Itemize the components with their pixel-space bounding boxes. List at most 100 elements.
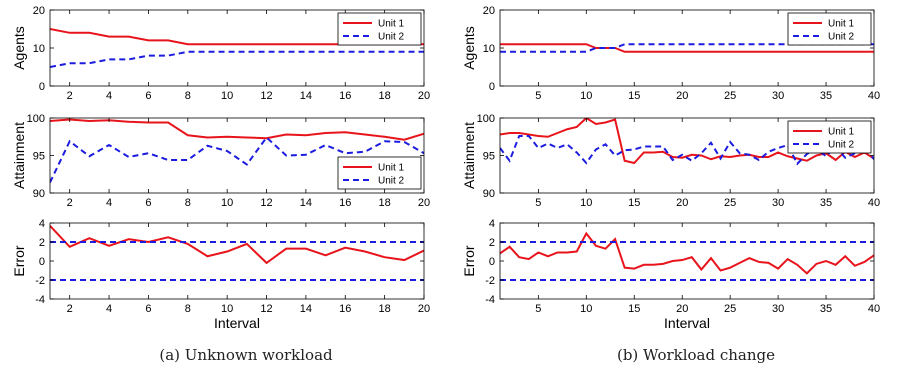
x-tick-label: 20 <box>418 90 430 102</box>
x-tick-label: 25 <box>724 303 736 315</box>
x-tick-label: 35 <box>820 90 832 102</box>
legend: Unit 1 Unit 2 <box>337 156 422 190</box>
series-error-line <box>50 225 424 265</box>
y-tick-label: 90 <box>483 188 495 200</box>
panel-right-agents: 5 10 15 20 25 30 35 40 0 10 20 Agents Unit 1 Unit 2 <box>461 5 880 102</box>
x-tick-label: 10 <box>221 303 233 315</box>
y-tick-label: 2 <box>39 237 45 249</box>
x-tick-label: 10 <box>221 197 233 209</box>
legend: Unit 1 Unit 2 <box>337 12 422 46</box>
y-axis-label: Error <box>461 245 477 276</box>
x-tick-label: 20 <box>676 90 688 102</box>
x-tick-label: 40 <box>868 197 880 209</box>
x-tick-label: 15 <box>628 197 640 209</box>
y-tick-label: 0 <box>39 81 45 93</box>
x-tick-label: 35 <box>820 197 832 209</box>
x-tick-label: 5 <box>535 90 541 102</box>
y-tick-label: 0 <box>489 256 495 268</box>
legend-label: Unit 2 <box>828 32 855 43</box>
series-unit-2-line <box>500 135 874 166</box>
y-tick-label: 20 <box>33 5 45 17</box>
x-tick-label: 16 <box>339 197 351 209</box>
x-tick-label: 4 <box>106 197 112 209</box>
x-tick-label: 16 <box>339 303 351 315</box>
y-tick-label: 95 <box>33 151 45 163</box>
y-tick-label: 0 <box>39 256 45 268</box>
y-axis-label: Agents <box>461 26 477 70</box>
y-axis-label: Agents <box>11 26 27 70</box>
caption-left: (a) Unknown workload <box>159 346 333 364</box>
x-tick-label: 18 <box>379 90 391 102</box>
x-tick-label: 6 <box>145 90 151 102</box>
y-tick-label: 100 <box>27 113 45 125</box>
x-tick-label: 2 <box>67 303 73 315</box>
y-tick-label: -4 <box>35 294 45 306</box>
y-tick-label: 10 <box>483 43 495 55</box>
panel-left-error: 2 4 6 8 10 12 14 16 18 20 -4 -2 0 2 4 Error Interval <box>11 218 430 331</box>
series-error-line <box>500 231 874 275</box>
y-tick-label: -4 <box>485 294 495 306</box>
x-tick-label: 2 <box>67 197 73 209</box>
x-tick-label: 14 <box>300 90 312 102</box>
y-tick-label: -2 <box>485 275 495 287</box>
y-axis-label: Attainment <box>11 122 27 189</box>
x-tick-label: 5 <box>535 197 541 209</box>
x-tick-label: 12 <box>260 90 272 102</box>
y-axis-label: Attainment <box>461 122 477 189</box>
x-tick-label: 30 <box>772 90 784 102</box>
legend-label: Unit 1 <box>828 19 855 30</box>
x-tick-label: 14 <box>300 303 312 315</box>
x-tick-label: 35 <box>820 303 832 315</box>
series-unit-1-line <box>500 118 874 165</box>
series-unit-2-line <box>50 136 424 183</box>
y-tick-label: 95 <box>483 151 495 163</box>
x-tick-label: 25 <box>724 90 736 102</box>
x-tick-label: 10 <box>221 90 233 102</box>
series-unit-1-line <box>500 43 874 53</box>
legend-label: Unit 1 <box>378 19 405 30</box>
y-tick-label: 20 <box>483 5 495 17</box>
legend-label: Unit 1 <box>378 163 405 174</box>
x-tick-label: 16 <box>339 90 351 102</box>
axes-frame <box>499 222 875 300</box>
x-tick-label: 20 <box>418 303 430 315</box>
y-axis-label: Error <box>11 245 27 276</box>
legend-box <box>337 156 422 190</box>
axes-frame <box>49 222 425 300</box>
x-tick-label: 40 <box>868 303 880 315</box>
legend-label: Unit 2 <box>378 176 405 187</box>
x-tick-label: 10 <box>580 197 592 209</box>
legend: Unit 1 Unit 2 <box>787 12 872 46</box>
series-unit-2-line <box>50 50 424 68</box>
x-tick-label: 12 <box>260 197 272 209</box>
legend-label: Unit 2 <box>378 32 405 43</box>
x-axis-label: Interval <box>214 315 260 331</box>
y-tick-label: -2 <box>35 275 45 287</box>
y-tick-label: 4 <box>39 218 45 230</box>
x-tick-label: 30 <box>772 303 784 315</box>
x-axis-label: Interval <box>664 315 710 331</box>
y-tick-label: 100 <box>477 113 495 125</box>
caption-right: (b) Workload change <box>617 346 775 364</box>
x-tick-label: 40 <box>868 90 880 102</box>
x-tick-label: 20 <box>676 303 688 315</box>
x-tick-label: 6 <box>145 197 151 209</box>
x-tick-label: 6 <box>145 303 151 315</box>
x-tick-label: 14 <box>300 197 312 209</box>
x-tick-label: 2 <box>67 90 73 102</box>
x-tick-label: 4 <box>106 90 112 102</box>
y-tick-label: 2 <box>489 237 495 249</box>
x-tick-label: 30 <box>772 197 784 209</box>
x-tick-label: 25 <box>724 197 736 209</box>
x-tick-label: 18 <box>379 303 391 315</box>
legend-box <box>337 12 422 46</box>
legend-label: Unit 2 <box>828 140 855 151</box>
series-unit-1-line <box>50 118 424 141</box>
legend-box <box>787 12 872 46</box>
y-tick-label: 90 <box>33 188 45 200</box>
legend-box <box>787 120 872 154</box>
x-tick-label: 4 <box>106 303 112 315</box>
